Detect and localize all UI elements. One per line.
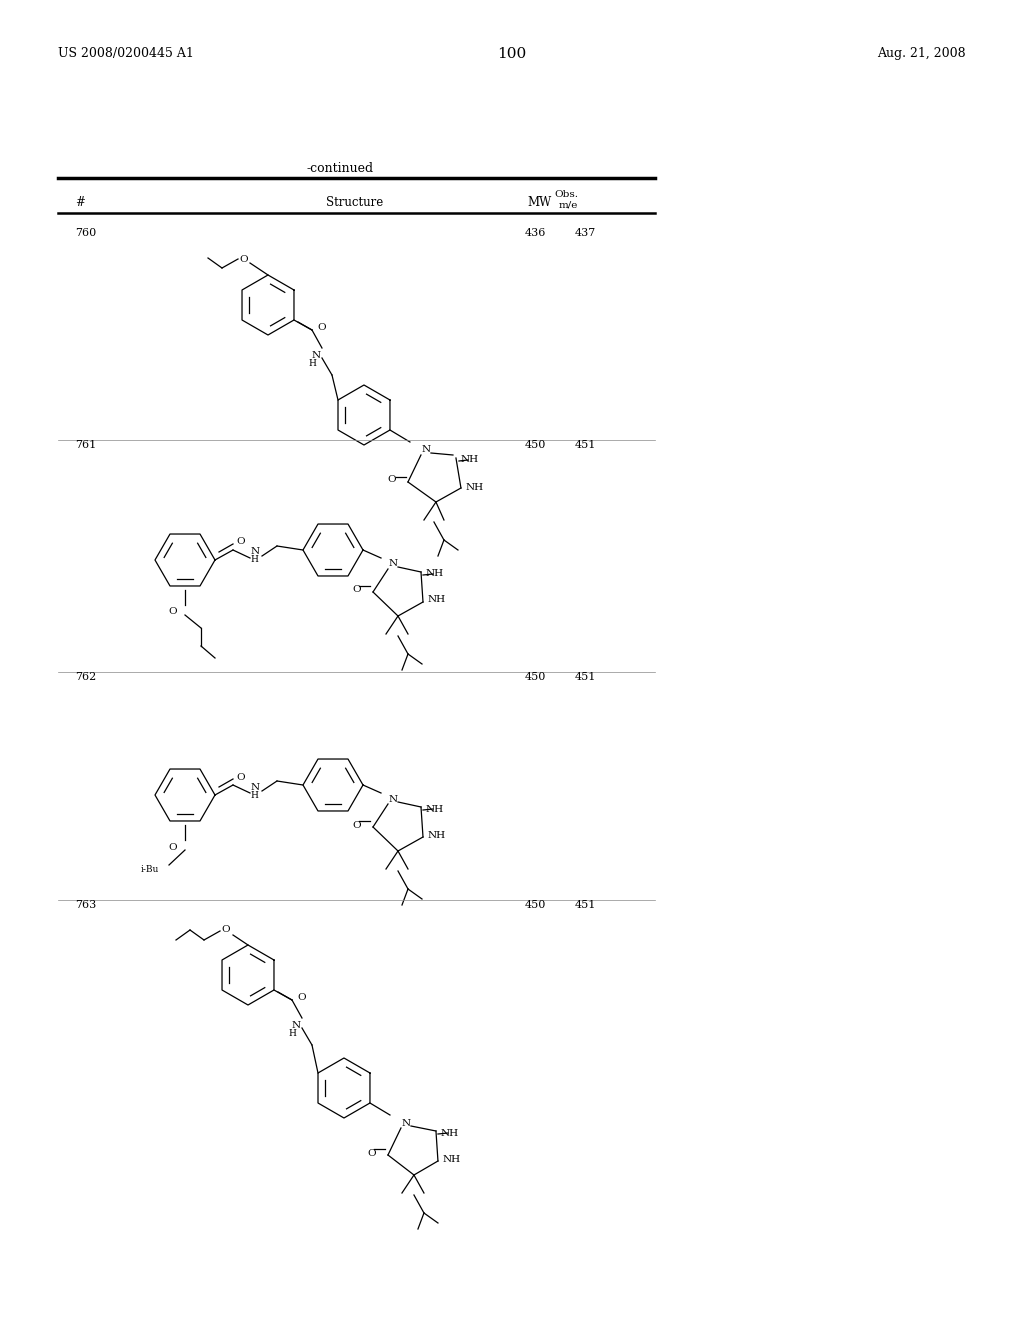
Text: O: O [352, 821, 361, 829]
Text: #: # [75, 195, 85, 209]
Text: NH: NH [428, 595, 446, 605]
Text: O: O [237, 772, 246, 781]
Text: N: N [311, 351, 321, 359]
Text: m/e: m/e [559, 201, 578, 209]
Text: H: H [288, 1028, 296, 1038]
Text: i-Bu: i-Bu [141, 865, 159, 874]
Text: 450: 450 [524, 900, 546, 909]
Text: O: O [237, 537, 246, 546]
Text: H: H [308, 359, 316, 367]
Text: N: N [401, 1118, 411, 1127]
Text: 451: 451 [574, 672, 596, 682]
Text: N: N [251, 783, 259, 792]
Text: O: O [388, 475, 396, 484]
Text: NH: NH [441, 1129, 459, 1138]
Text: O: O [240, 255, 248, 264]
Text: N: N [292, 1020, 300, 1030]
Text: O: O [298, 993, 306, 1002]
Text: 450: 450 [524, 672, 546, 682]
Text: N: N [422, 446, 430, 454]
Text: US 2008/0200445 A1: US 2008/0200445 A1 [58, 48, 194, 59]
Text: 762: 762 [75, 672, 96, 682]
Text: NH: NH [426, 569, 444, 578]
Text: 763: 763 [75, 900, 96, 909]
Text: O: O [221, 925, 230, 935]
Text: NH: NH [461, 455, 479, 465]
Text: N: N [388, 560, 397, 569]
Text: O: O [317, 322, 327, 331]
Text: 450: 450 [524, 440, 546, 450]
Text: Obs.: Obs. [554, 190, 578, 199]
Text: 760: 760 [75, 228, 96, 238]
Text: H: H [250, 791, 258, 800]
Text: 761: 761 [75, 440, 96, 450]
Text: O: O [368, 1148, 376, 1158]
Text: O: O [168, 607, 177, 616]
Text: NH: NH [428, 830, 446, 840]
Text: 451: 451 [574, 440, 596, 450]
Text: 436: 436 [524, 228, 546, 238]
Text: Structure: Structure [327, 195, 384, 209]
Text: O: O [352, 586, 361, 594]
Text: NH: NH [443, 1155, 461, 1163]
Text: NH: NH [466, 483, 484, 492]
Text: O: O [168, 842, 177, 851]
Text: MW: MW [528, 195, 552, 209]
Text: 100: 100 [498, 48, 526, 61]
Text: 437: 437 [574, 228, 596, 238]
Text: 451: 451 [574, 900, 596, 909]
Text: N: N [251, 548, 259, 557]
Text: -continued: -continued [306, 162, 374, 176]
Text: H: H [250, 556, 258, 565]
Text: N: N [388, 795, 397, 804]
Text: Aug. 21, 2008: Aug. 21, 2008 [878, 48, 966, 59]
Text: NH: NH [426, 804, 444, 813]
